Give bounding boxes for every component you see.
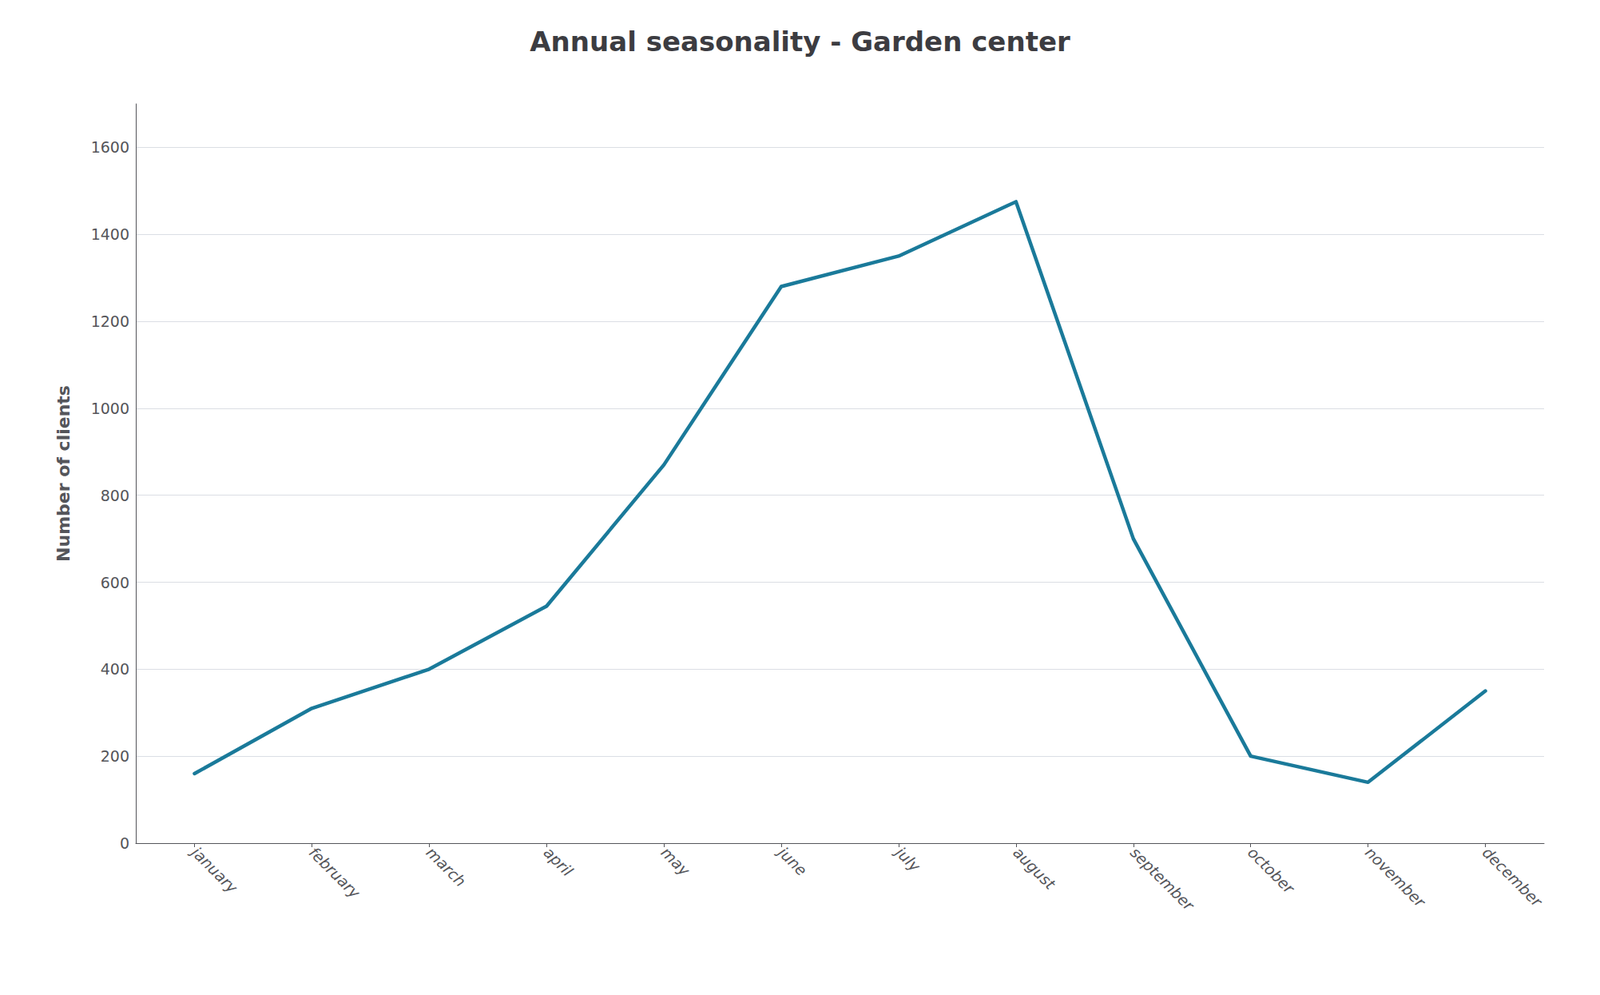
svg-text:1600: 1600 xyxy=(91,138,130,156)
svg-text:january: january xyxy=(186,841,243,897)
svg-text:1000: 1000 xyxy=(91,399,130,417)
svg-text:800: 800 xyxy=(100,486,130,505)
svg-text:december: december xyxy=(1479,842,1547,910)
svg-text:Annual seasonality - Garden ce: Annual seasonality - Garden center xyxy=(529,25,1071,58)
svg-text:november: november xyxy=(1361,842,1430,911)
svg-text:may: may xyxy=(657,842,694,879)
svg-text:200: 200 xyxy=(100,746,130,765)
svg-text:600: 600 xyxy=(100,573,130,592)
svg-text:august: august xyxy=(1009,842,1061,894)
svg-text:february: february xyxy=(305,842,365,902)
svg-text:0: 0 xyxy=(119,833,130,852)
svg-text:march: march xyxy=(423,842,470,890)
svg-text:september: september xyxy=(1127,842,1199,914)
svg-text:Number of clients: Number of clients xyxy=(53,385,74,562)
svg-text:june: june xyxy=(773,841,811,879)
svg-text:april: april xyxy=(539,842,577,880)
svg-text:400: 400 xyxy=(100,659,130,678)
svg-text:1400: 1400 xyxy=(91,225,130,243)
svg-text:1200: 1200 xyxy=(91,312,130,330)
svg-text:october: october xyxy=(1244,842,1299,898)
svg-text:july: july xyxy=(890,841,925,875)
